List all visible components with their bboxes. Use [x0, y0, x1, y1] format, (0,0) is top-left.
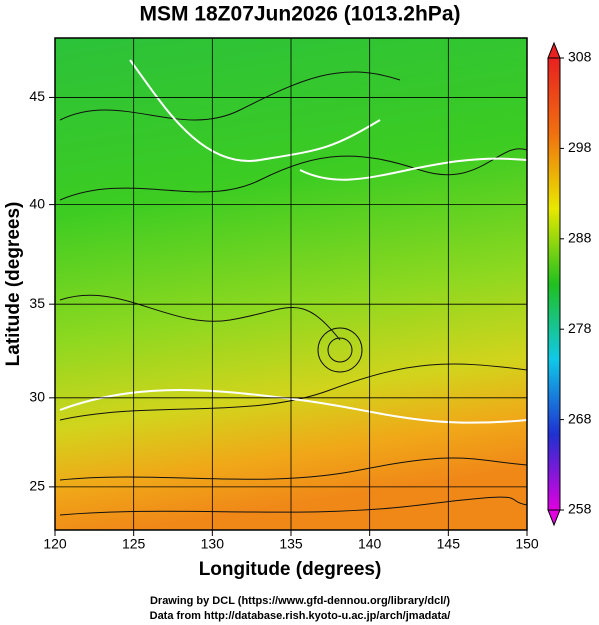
x-tick-label: 130 — [201, 536, 225, 552]
colorbar — [547, 57, 561, 511]
x-tick-label: 140 — [358, 536, 382, 552]
y-tick-label: 35 — [29, 295, 45, 311]
plot-frame — [54, 37, 528, 531]
isobars — [59, 59, 528, 424]
colorbar-tick-label: 278 — [568, 320, 592, 336]
colorbar-tick-label: 268 — [568, 410, 592, 426]
x-tick-label: 120 — [43, 536, 67, 552]
colorbar-min-arrow — [547, 509, 561, 527]
streamlines — [59, 71, 528, 516]
y-tick-label: 45 — [29, 88, 45, 104]
x-tick-label: 145 — [437, 536, 461, 552]
x-axis-label: Longitude (degrees) — [199, 559, 382, 580]
y-tick-label: 30 — [29, 389, 45, 405]
credit: Data from http://database.rish.kyoto-u.a… — [150, 610, 451, 622]
colorbar-tick-label: 298 — [568, 139, 592, 155]
chart-title: MSM 18Z07Jun2026 (1013.2hPa) — [140, 3, 461, 26]
colorbar-max-arrow — [547, 41, 561, 59]
x-tick-label: 150 — [515, 536, 539, 552]
y-axis-label: Latitude (degrees) — [3, 202, 24, 367]
credit: Drawing by DCL (https://www.gfd-dennou.o… — [150, 595, 450, 607]
y-tick-label: 25 — [29, 478, 45, 494]
x-tick-label: 135 — [279, 536, 303, 552]
x-tick-label: 125 — [122, 536, 146, 552]
y-tick-label: 40 — [29, 195, 45, 211]
colorbar-tick-label: 308 — [568, 49, 592, 65]
colorbar-tick-label: 288 — [568, 230, 592, 246]
colorbar-tick-label: 258 — [568, 501, 592, 517]
